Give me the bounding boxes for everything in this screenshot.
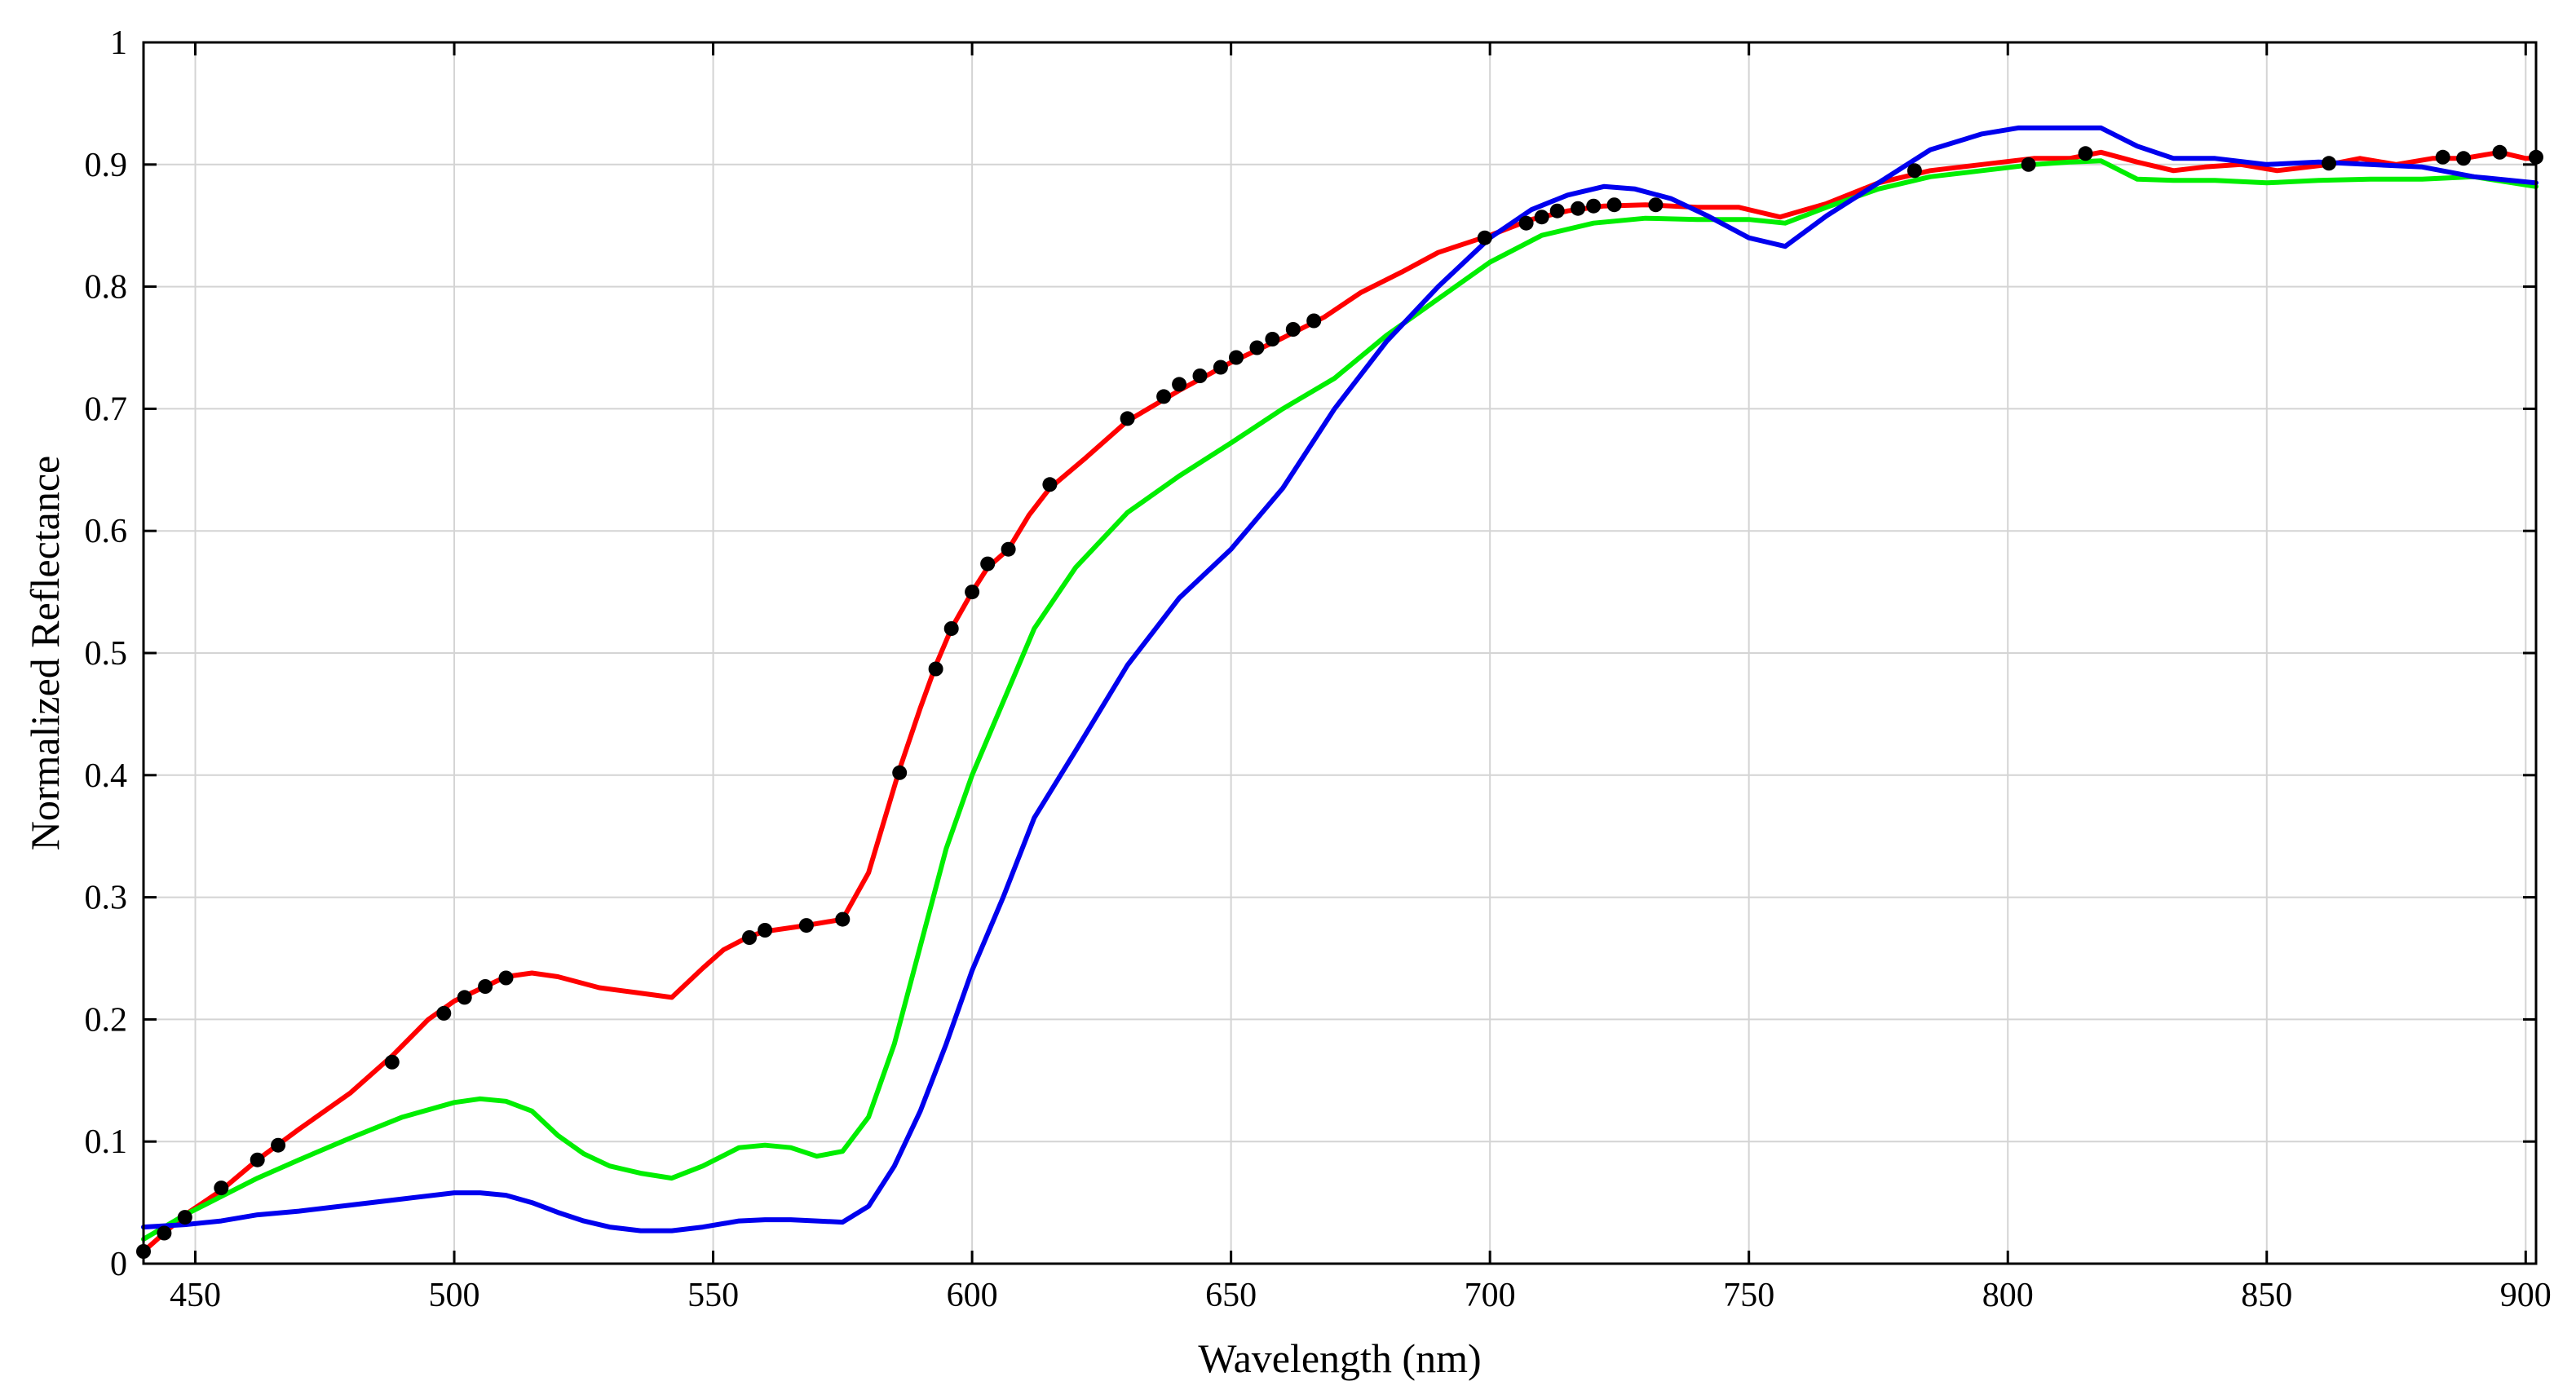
x-tick-label: 550 xyxy=(687,1277,739,1314)
data-point-marker xyxy=(214,1181,229,1196)
data-point-marker xyxy=(943,621,959,636)
data-point-marker xyxy=(1907,163,1922,179)
data-point-marker xyxy=(1156,389,1172,404)
x-tick-label: 600 xyxy=(947,1277,998,1314)
data-point-marker xyxy=(2322,156,2336,171)
data-point-marker xyxy=(742,930,757,945)
data-point-marker xyxy=(384,1054,400,1070)
data-point-marker xyxy=(1172,377,1187,392)
data-point-marker xyxy=(980,556,996,572)
y-tick-label: 0.1 xyxy=(85,1123,128,1161)
data-point-marker xyxy=(892,765,908,780)
data-point-marker xyxy=(1213,360,1228,375)
data-point-marker xyxy=(1586,198,1602,214)
data-point-marker xyxy=(436,1005,452,1021)
data-point-marker xyxy=(1306,313,1322,329)
series-line-3 xyxy=(141,125,2538,1234)
x-tick-label: 900 xyxy=(2500,1277,2552,1314)
x-tick-label: 650 xyxy=(1205,1277,1257,1314)
series-line-1 xyxy=(141,149,2538,1254)
data-point-marker xyxy=(1534,210,1549,225)
y-tick-label: 0.7 xyxy=(85,391,128,428)
data-point-marker xyxy=(1285,322,1301,337)
data-point-marker xyxy=(1120,411,1135,426)
data-point-marker xyxy=(498,970,514,986)
data-point-marker xyxy=(1549,203,1565,218)
data-point-marker xyxy=(1001,541,1016,557)
tick-labels: 450 500 550 600 650 700 750 800 850 900 0 0.1 0.2 0.3… xyxy=(85,24,2552,1314)
data-point-marker xyxy=(1229,350,1244,365)
y-tick-label: 0.3 xyxy=(85,880,128,917)
data-point-marker xyxy=(928,661,943,677)
y-tick-label: 0.9 xyxy=(85,147,128,184)
data-point-marker xyxy=(1042,477,1058,492)
x-axis-title: Wavelength (nm) xyxy=(1198,1335,1481,1381)
data-point-marker xyxy=(2078,146,2093,161)
y-tick-label: 0.6 xyxy=(85,513,128,550)
x-tick-label: 800 xyxy=(1982,1277,2034,1314)
grid xyxy=(144,42,2536,1264)
x-tick-label: 850 xyxy=(2241,1277,2292,1314)
data-point-marker xyxy=(1477,230,1492,245)
data-point-marker xyxy=(1648,197,1664,213)
data-point-marker xyxy=(2492,144,2508,160)
data-point-marker xyxy=(2021,157,2036,172)
y-tick-label: 0 xyxy=(110,1246,127,1283)
data-point-marker xyxy=(1192,369,1208,383)
data-point-marker xyxy=(271,1137,286,1153)
y-tick-label: 1 xyxy=(110,24,127,62)
data-point-marker xyxy=(1571,201,1586,216)
x-tick-label: 500 xyxy=(429,1277,480,1314)
data-point-marker xyxy=(1606,197,1622,213)
data-point-marker xyxy=(250,1152,265,1167)
data-point-marker xyxy=(835,911,851,927)
data-point-marker xyxy=(478,979,493,994)
y-axis-title: Normalized Reflectance xyxy=(22,456,68,850)
data-point-marker xyxy=(965,585,980,600)
y-tick-label: 0.8 xyxy=(85,269,128,307)
data-point-marker xyxy=(1249,340,1265,355)
data-point-marker xyxy=(1518,215,1534,231)
axis-ticks xyxy=(144,41,2536,1265)
data-point-marker xyxy=(177,1210,192,1225)
data-point-marker xyxy=(1265,332,1280,346)
data-point-marker xyxy=(157,1225,172,1241)
data-markers xyxy=(136,144,2543,1259)
series-line-2 xyxy=(141,158,2538,1242)
y-tick-label: 0.2 xyxy=(85,1001,128,1039)
series-lines xyxy=(141,125,2538,1254)
x-tick-label: 450 xyxy=(170,1277,221,1314)
data-point-marker xyxy=(758,923,773,938)
y-tick-label: 0.4 xyxy=(85,757,128,795)
data-point-marker xyxy=(2456,151,2472,166)
x-tick-label: 700 xyxy=(1465,1277,1516,1314)
data-point-marker xyxy=(457,990,472,1005)
x-tick-label: 750 xyxy=(1723,1277,1774,1314)
data-point-marker xyxy=(798,918,814,933)
data-point-marker xyxy=(2435,149,2450,165)
y-tick-label: 0.5 xyxy=(85,635,128,673)
